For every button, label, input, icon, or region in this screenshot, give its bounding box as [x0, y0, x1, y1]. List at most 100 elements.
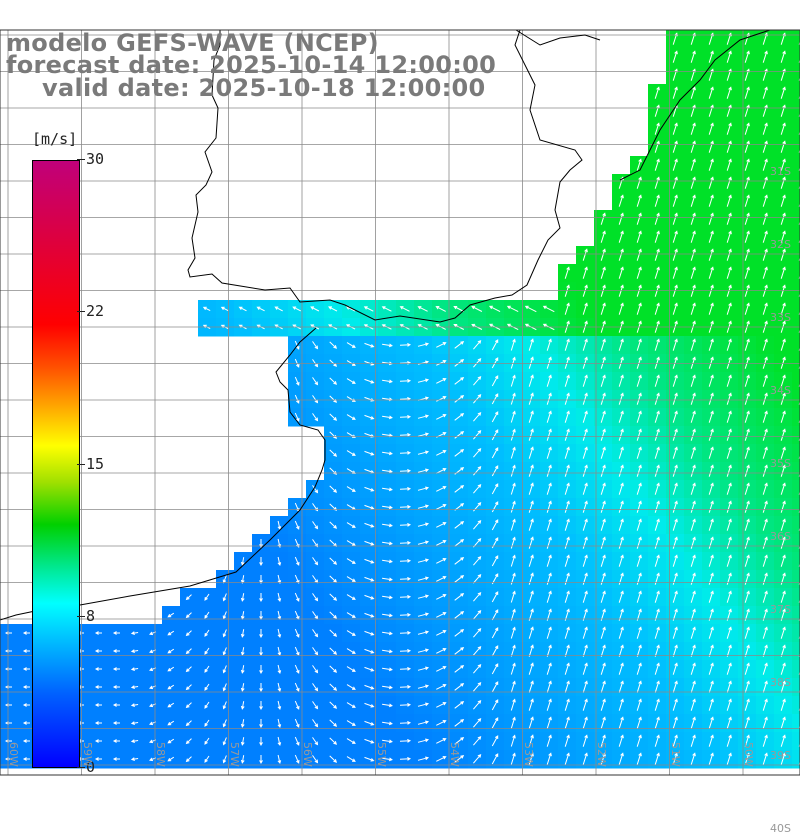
wind-arrow	[435, 306, 446, 312]
wind-arrow	[690, 446, 696, 459]
wind-arrow	[672, 536, 678, 549]
lat-lon-grid	[0, 30, 800, 775]
wind-arrow	[564, 374, 570, 387]
wind-arrow	[473, 646, 482, 656]
wind-arrow	[256, 306, 265, 312]
wind-arrow	[454, 521, 465, 529]
wind-arrow	[744, 644, 750, 657]
wind-arrow	[564, 698, 570, 711]
wind-arrow	[399, 756, 412, 761]
wind-arrow	[364, 522, 375, 528]
wind-arrow	[312, 647, 319, 656]
wind-arrow	[436, 342, 447, 348]
wind-arrow	[762, 554, 768, 567]
wind-arrow	[22, 703, 30, 707]
wind-arrow	[417, 378, 430, 383]
wind-arrow	[582, 302, 588, 315]
wind-arrow	[294, 682, 300, 692]
wind-arrow	[399, 612, 412, 617]
wind-arrow	[726, 212, 732, 225]
wind-arrow	[510, 626, 516, 639]
wind-arrow	[491, 465, 499, 477]
wind-arrow	[726, 158, 732, 171]
wind-arrow	[277, 592, 282, 603]
wind-arrow	[654, 266, 660, 279]
wind-arrow	[346, 540, 356, 546]
wind-arrow	[636, 356, 642, 369]
wind-arrow	[329, 629, 338, 637]
wind-arrow	[744, 158, 750, 171]
longitude-label: 54W	[448, 742, 461, 767]
wind-arrow	[690, 86, 696, 99]
wind-arrow	[600, 518, 606, 531]
wind-arrow	[382, 649, 393, 654]
wind-arrow	[185, 648, 192, 655]
wind-arrow	[399, 486, 412, 491]
wind-arrow	[582, 356, 588, 369]
wind-arrow	[277, 682, 282, 693]
wind-arrow	[240, 737, 245, 746]
wind-arrow	[473, 556, 482, 566]
wind-arrow	[130, 757, 139, 761]
wind-arrow	[417, 756, 430, 761]
wind-arrow	[636, 662, 642, 675]
wind-arrow	[259, 755, 263, 765]
wind-arrow	[436, 396, 447, 402]
wind-arrow	[491, 339, 499, 351]
wind-speed-cell	[792, 120, 800, 139]
wind-arrow	[690, 158, 696, 171]
wind-arrow	[780, 446, 786, 459]
wind-arrow	[329, 377, 338, 385]
wind-arrow	[185, 666, 192, 673]
wind-arrow	[346, 414, 356, 420]
wind-arrow	[600, 500, 606, 513]
wind-arrow	[473, 718, 482, 728]
wind-arrow	[436, 558, 447, 564]
wind-arrow	[473, 754, 482, 764]
wind-arrow	[528, 338, 534, 351]
wind-arrow	[726, 392, 732, 405]
wind-arrow	[294, 394, 300, 404]
wind-arrow	[112, 757, 120, 761]
wind-arrow	[364, 684, 375, 690]
wind-arrow	[618, 230, 624, 243]
wind-arrow	[564, 266, 570, 279]
wind-arrow	[312, 521, 319, 530]
wind-arrow	[259, 557, 263, 567]
wind-arrow	[762, 302, 768, 315]
wind-arrow	[417, 612, 430, 617]
wind-arrow	[564, 446, 570, 459]
wind-arrow	[473, 592, 482, 602]
wind-arrow	[329, 359, 338, 367]
wind-arrow	[310, 306, 320, 312]
map-title-model: modelo GEFS-WAVE (NCEP)	[6, 29, 379, 57]
wind-arrow	[654, 338, 660, 351]
wind-arrow	[600, 716, 606, 729]
wind-arrow	[510, 500, 516, 513]
wind-arrow	[564, 428, 570, 441]
wind-arrow	[564, 284, 570, 297]
wind-arrow	[454, 629, 465, 637]
wind-arrow	[582, 536, 588, 549]
wind-arrow	[382, 739, 393, 744]
wind-arrow	[130, 739, 139, 743]
wind-arrow	[417, 630, 430, 635]
wind-arrow	[564, 554, 570, 567]
wind-arrow	[726, 734, 732, 747]
wind-arrow	[312, 665, 319, 674]
wind-arrow	[618, 266, 624, 279]
wind-arrow	[130, 685, 139, 689]
wind-arrow	[399, 450, 412, 455]
wind-arrow	[471, 305, 483, 312]
wind-arrow	[564, 644, 570, 657]
wind-arrow	[417, 540, 430, 545]
wind-arrow	[762, 428, 768, 441]
wind-arrow	[582, 662, 588, 675]
wind-arrow	[600, 734, 606, 747]
wind-arrow	[546, 410, 552, 423]
wind-arrow	[618, 626, 624, 639]
wind-arrow	[600, 680, 606, 693]
wind-arrow	[436, 468, 447, 474]
wind-arrow	[454, 485, 465, 493]
wind-arrow	[259, 683, 263, 693]
